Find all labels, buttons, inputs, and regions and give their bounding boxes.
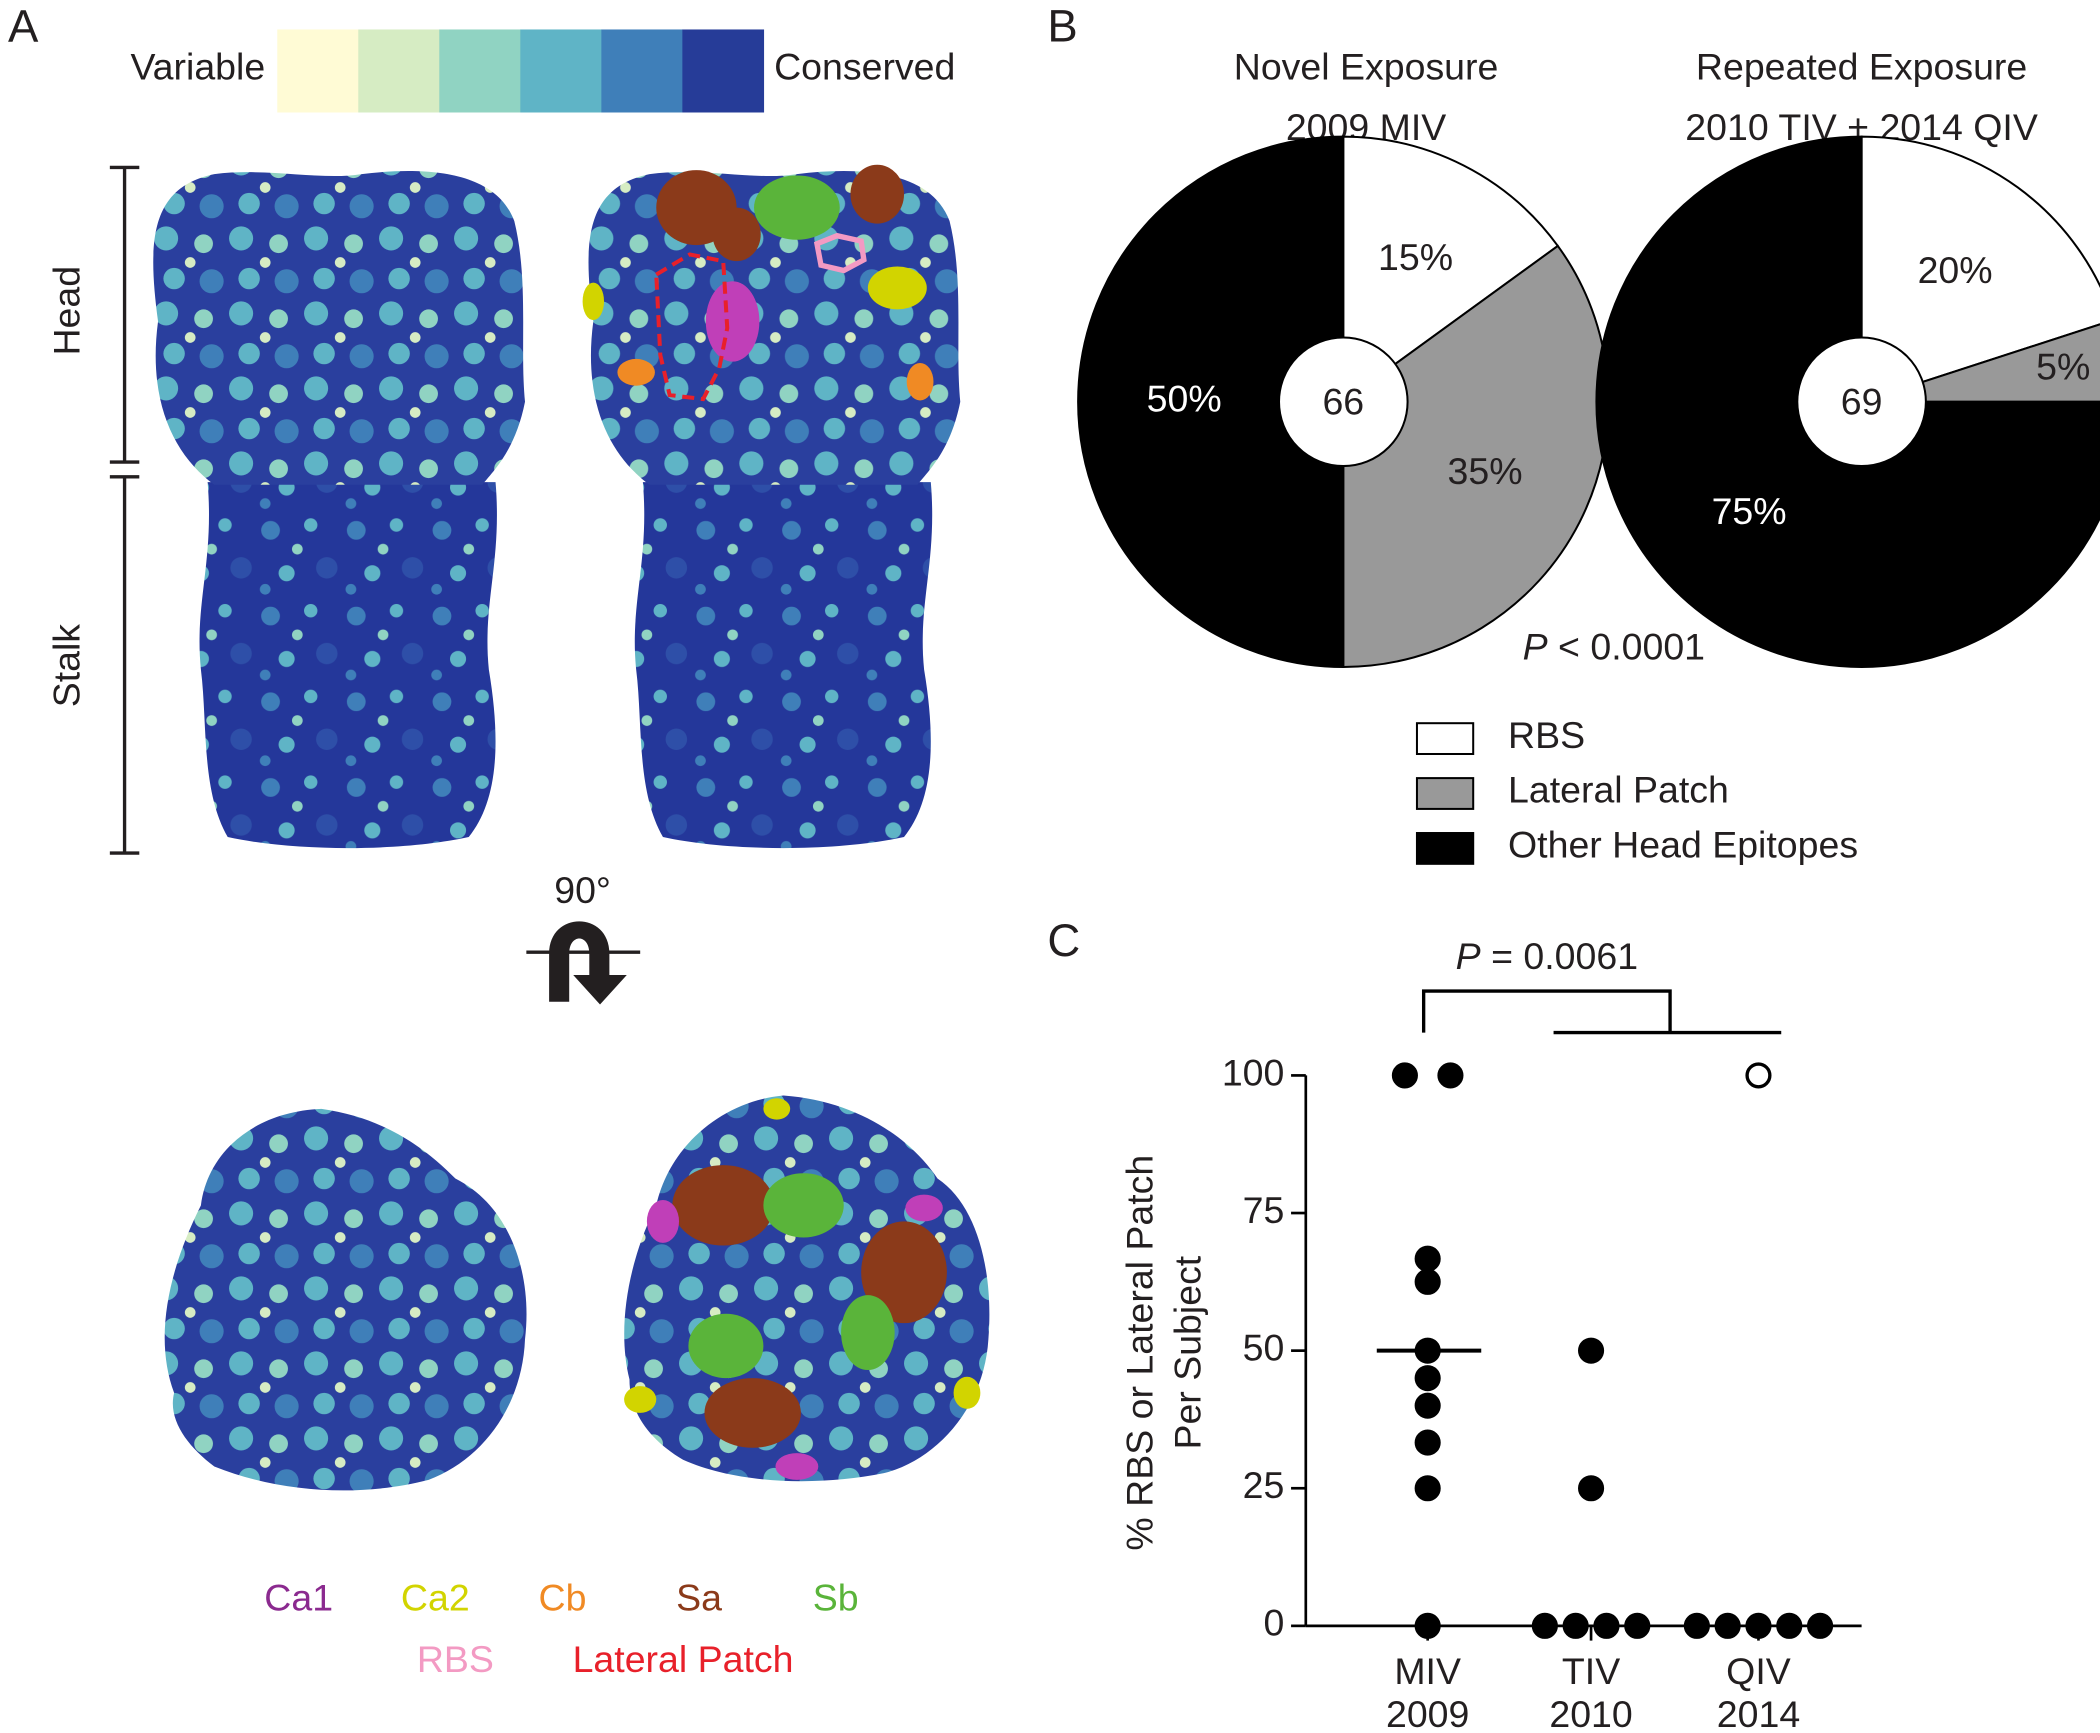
region-label: Head (46, 266, 88, 356)
data-point (1531, 1612, 1558, 1639)
scale-swatch (520, 29, 603, 113)
rotation-arrow (526, 921, 641, 1005)
pie-slice (1342, 135, 1560, 404)
data-point (1414, 1612, 1441, 1639)
x-tick-label: 2014 (1717, 1693, 1800, 1733)
scale-swatch (682, 29, 765, 113)
data-point (1437, 1062, 1464, 1089)
x-tick-label: TIV (1562, 1650, 1620, 1692)
scale-swatch (601, 29, 684, 113)
slice-label: 5% (2036, 346, 2090, 388)
y-tick-label: 50 (1243, 1327, 1285, 1369)
legend-label: Ca2 (401, 1576, 470, 1618)
legend-label: Lateral Patch (1508, 769, 1729, 811)
scale-swatch (277, 29, 359, 113)
data-point (1593, 1612, 1620, 1639)
color-scale (277, 29, 765, 113)
scale-low-label: Variable (130, 46, 265, 88)
pie-center-label: 69 (1841, 380, 1883, 422)
data-point (1683, 1612, 1710, 1639)
x-tick-label: 2009 (1386, 1693, 1469, 1733)
legend-swatch (1415, 777, 1475, 810)
data-point (1624, 1612, 1651, 1639)
data-point (1578, 1337, 1605, 1364)
data-point (1414, 1268, 1441, 1295)
data-point (1714, 1612, 1741, 1639)
p-value: P = 0.0061 (1456, 935, 1638, 977)
data-point (1414, 1429, 1441, 1456)
panel-label: B (1047, 0, 1077, 51)
data-point (1414, 1475, 1441, 1502)
legend-swatch (1415, 722, 1475, 756)
epitope-legend: Ca1 Ca2 Cb Sa Sb RBS Lateral Patch (264, 1576, 858, 1680)
y-axis-label: % RBS or Lateral Patch (1118, 1155, 1160, 1551)
p-symbol: P (1456, 935, 1481, 977)
pie-title: Repeated Exposure (1696, 46, 2027, 88)
data-point (1414, 1365, 1441, 1392)
slice-label: 35% (1448, 450, 1523, 492)
slice-label: 20% (1918, 249, 1993, 291)
y-tick-label: 0 (1264, 1602, 1285, 1644)
data-point (1578, 1475, 1605, 1502)
slice-label: 75% (1712, 490, 1787, 532)
pie-center (1796, 336, 1927, 468)
pie-center-label: 66 (1322, 380, 1364, 422)
protein-top-view-epitopes (624, 1095, 990, 1482)
data-point (1562, 1612, 1589, 1639)
protein-top-view (164, 1108, 527, 1491)
x-tick-label: 2010 (1549, 1693, 1632, 1733)
rotation-label: 90° (554, 869, 611, 911)
scale-swatch (439, 29, 521, 113)
p-symbol: P (1523, 625, 1548, 667)
legend-label: RBS (1508, 714, 1585, 756)
panel-label: A (8, 0, 39, 51)
legend-label: RBS (417, 1638, 494, 1680)
legend-label: Sb (813, 1576, 859, 1618)
scale-swatch (358, 29, 440, 113)
charts: B Novel Exposure 2009 MIV 15% 35% 50% 66 Repeat… (1047, 0, 2100, 1733)
p-value: P < 0.0001 (1523, 625, 1705, 667)
pie-slice (1342, 244, 1610, 668)
slice-label: 15% (1378, 236, 1453, 278)
comparison-bracket (1421, 989, 1782, 1035)
data-point (1414, 1392, 1441, 1419)
data-point (1745, 1062, 1772, 1089)
data-point (1391, 1062, 1418, 1089)
x-tick-label: QIV (1726, 1650, 1791, 1692)
legend-label: Lateral Patch (573, 1638, 794, 1680)
panel-label: C (1047, 915, 1080, 966)
slice-label: 50% (1147, 378, 1222, 420)
y-axis-label: Per Subject (1167, 1255, 1209, 1449)
x-tick-label: MIV (1394, 1650, 1461, 1692)
legend-swatch (1415, 832, 1475, 865)
pie-slice (1077, 135, 1345, 668)
region-label: Stalk (46, 624, 88, 708)
legend-label: Cb (539, 1576, 587, 1618)
legend-label: Other Head Epitopes (1508, 824, 1858, 866)
legend-label: Sa (676, 1576, 722, 1618)
data-point (1776, 1612, 1803, 1639)
protein-side-view-epitopes (582, 164, 961, 849)
region-bracket (109, 165, 140, 855)
data-point (1414, 1245, 1441, 1272)
data-point (1807, 1612, 1834, 1639)
legend-label: Ca1 (264, 1576, 333, 1618)
data-point (1745, 1612, 1772, 1639)
p-text: = 0.0061 (1491, 935, 1638, 977)
scale-high-label: Conserved (774, 46, 955, 88)
pie-center (1278, 336, 1409, 468)
y-tick-label: 100 (1222, 1051, 1285, 1093)
pie-title: Novel Exposure (1234, 46, 1499, 88)
p-text: < 0.0001 (1558, 625, 1705, 667)
y-tick-label: 75 (1243, 1189, 1285, 1231)
y-tick-label: 25 (1243, 1464, 1285, 1506)
protein-side-view (153, 171, 526, 849)
